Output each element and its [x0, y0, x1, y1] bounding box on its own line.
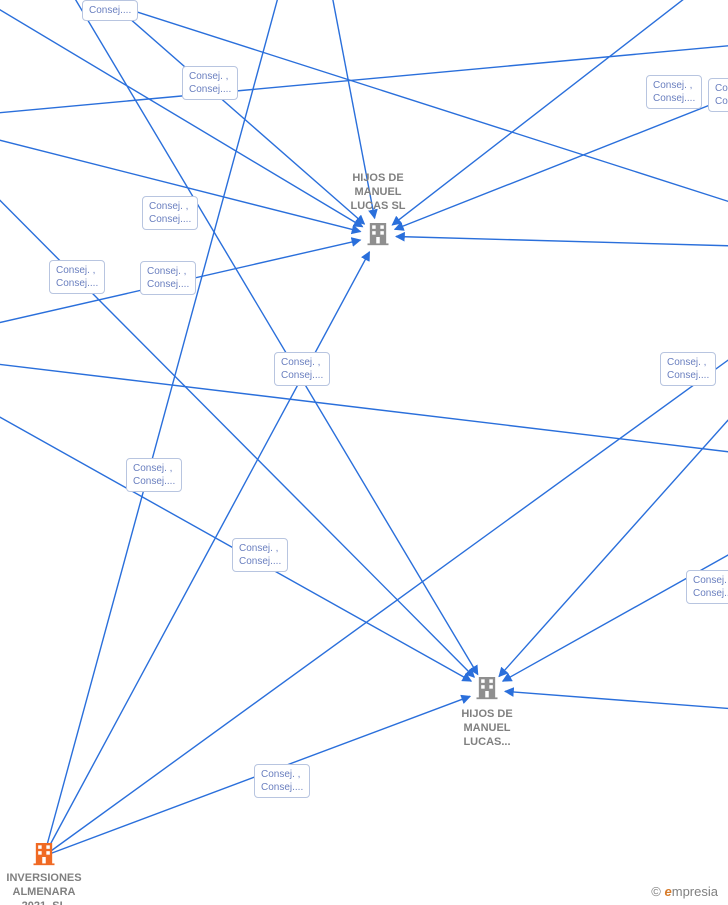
edge-label: Consej. , Consej....	[232, 538, 288, 572]
edge	[0, 350, 728, 470]
edge-label: Consej....	[82, 0, 138, 21]
company-label: HIJOS DE MANUEL LUCAS...	[461, 708, 512, 749]
company-node[interactable]	[30, 840, 58, 873]
edge-label: Consej. , Consej....	[660, 352, 716, 386]
edge	[0, 350, 471, 681]
edge-label: Consej. , Consej....	[49, 260, 105, 294]
edge-label: Consej. , Consej....	[254, 764, 310, 798]
edge-label: Consej. , Consej....	[708, 78, 728, 112]
brand-text: mpresia	[672, 884, 718, 899]
edge-label: Consej. , Consej....	[274, 352, 330, 386]
company-node[interactable]	[364, 220, 392, 253]
edge	[505, 691, 728, 720]
edge-label: Consej. , Consej....	[646, 75, 702, 109]
brand-accent: e	[665, 884, 672, 899]
edge	[0, 240, 360, 350]
copyright-symbol: ©	[651, 884, 661, 899]
edge	[499, 250, 728, 677]
edge-label: Consej. , Consej....	[686, 570, 728, 604]
edge	[40, 0, 364, 224]
edge-label: Consej. , Consej....	[126, 458, 182, 492]
edge	[40, 0, 478, 675]
company-label: INVERSIONES ALMENARA 2021, SL	[6, 872, 81, 905]
edge	[44, 250, 728, 856]
edge	[44, 252, 369, 856]
company-label: HIJOS DE MANUEL LUCAS SL	[351, 172, 406, 213]
edge	[44, 0, 310, 856]
network-canvas	[0, 0, 728, 905]
building-icon	[364, 220, 392, 248]
edge-label: Consej. , Consej....	[140, 261, 196, 295]
edge	[395, 30, 728, 229]
edge-label: Consej. , Consej....	[182, 66, 238, 100]
building-icon	[473, 674, 501, 702]
watermark: © empresia	[651, 884, 718, 899]
company-node[interactable]	[473, 674, 501, 707]
building-icon	[30, 840, 58, 868]
edge	[0, 0, 363, 227]
edge-label: Consej. , Consej....	[142, 196, 198, 230]
edge	[392, 0, 728, 225]
edge	[396, 237, 728, 250]
